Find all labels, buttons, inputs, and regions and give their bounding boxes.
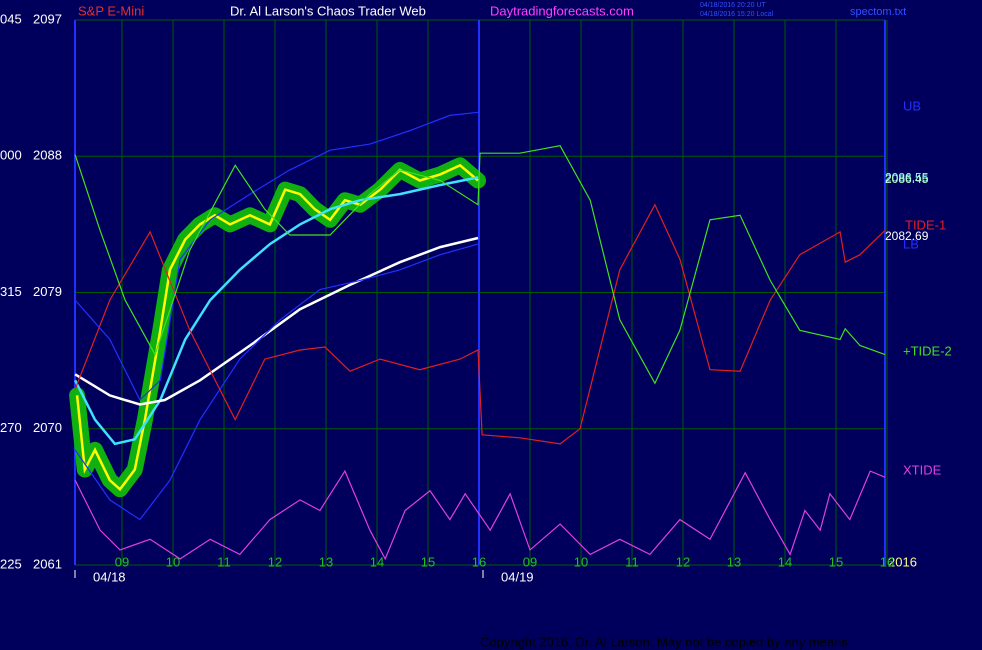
legend-label: LB <box>903 236 919 251</box>
angle-tick-label: 000 <box>0 148 22 163</box>
file-name: spectom.txt <box>850 6 906 18</box>
value-label: 2086.55 <box>885 170 929 184</box>
angle-tick-label: 270 <box>0 420 22 435</box>
series-line <box>74 243 479 521</box>
angle-tick-label: 315 <box>0 284 22 299</box>
y-tick-label: 2070 <box>33 420 62 435</box>
y-tick-label: 2088 <box>33 148 62 163</box>
instrument: S&P E-Mini <box>78 3 144 18</box>
x-tick-label: 11 <box>217 554 231 569</box>
series-line <box>74 236 479 406</box>
x-tick-label: 16 <box>472 554 486 569</box>
legend-label: XTIDE <box>903 462 942 477</box>
series-line <box>74 111 479 402</box>
series-line <box>74 203 886 445</box>
y-tick-label: 2079 <box>33 284 62 299</box>
angle-tick-label: 045 <box>0 11 22 26</box>
x-tick-label: 15 <box>829 554 843 569</box>
grid <box>74 19 888 566</box>
x-tick-label: 16 <box>880 554 894 569</box>
y-tick-label: 2097 <box>33 11 62 26</box>
x-tick-label: 09 <box>115 554 129 569</box>
x-tick-label: 14 <box>370 554 384 569</box>
date-label: 04/18 <box>93 569 126 584</box>
series-line <box>74 145 886 385</box>
site: Daytradingforecasts.com <box>490 3 634 18</box>
x-tick-label: 14 <box>778 554 792 569</box>
x-tick-label: 10 <box>166 554 180 569</box>
x-tick-label: 11 <box>625 554 639 569</box>
legend-label: UB <box>903 98 921 113</box>
x-tick-label: 15 <box>421 554 435 569</box>
copyright: Copyright 2016, Dr. Al Larson. May not b… <box>480 634 851 649</box>
x-tick-label: 13 <box>319 554 333 569</box>
legend-label: TIDE-1 <box>905 217 946 232</box>
x-tick-label: 12 <box>268 554 282 569</box>
chart-title: Dr. Al Larson's Chaos Trader Web <box>230 3 426 18</box>
x-tick-label: 09 <box>523 554 537 569</box>
angle-tick-label: 225 <box>0 556 22 571</box>
y-tick-label: 2061 <box>33 556 62 571</box>
lines <box>69 111 886 561</box>
value-label: 2082.69 <box>885 229 929 243</box>
date-label: 04/19 <box>501 569 534 584</box>
x-tick-label: 10 <box>574 554 588 569</box>
series-line <box>74 469 886 561</box>
series-line <box>73 176 479 446</box>
x-tick-label: 12 <box>676 554 690 569</box>
year-label: 2016 <box>888 554 917 569</box>
legend-label: +TIDE-2 <box>903 343 952 358</box>
series-line <box>75 163 479 492</box>
timestamp-local: 04/18/2016 15:20 Local <box>700 11 774 18</box>
timestamp-ut: 04/18/2016 20:20 UT <box>700 2 766 9</box>
value-label: 2086.45 <box>885 172 929 186</box>
x-tick-label: 13 <box>727 554 741 569</box>
